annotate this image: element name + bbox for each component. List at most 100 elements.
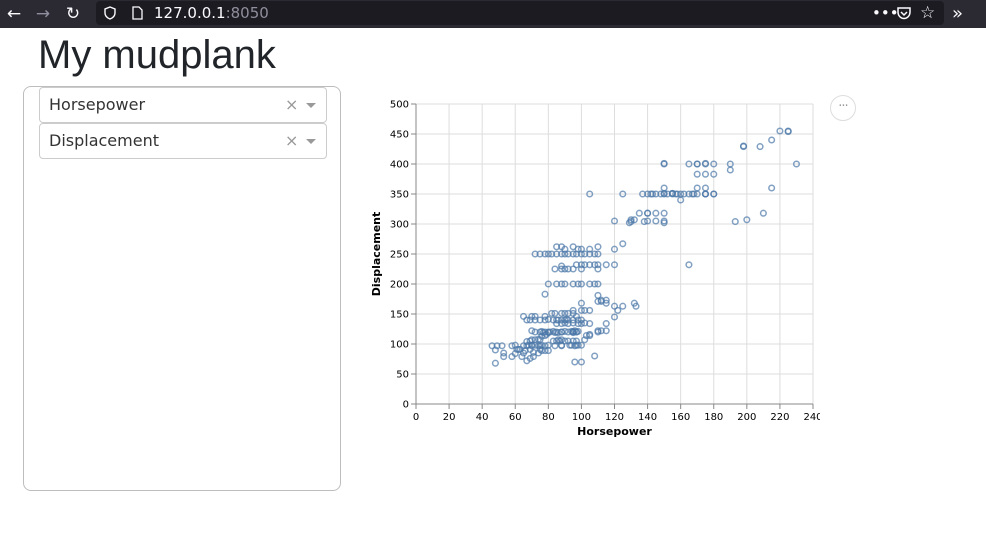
data-point bbox=[582, 332, 590, 340]
data-point bbox=[602, 320, 610, 328]
chart-svg: 0 20 40 60 80 100 120 140 160 180 200 220 240 0 50 100 1… bbox=[370, 100, 823, 439]
data-point bbox=[554, 329, 562, 337]
data-point bbox=[776, 127, 784, 135]
data-point bbox=[591, 352, 599, 360]
url-text[interactable]: 127.0.0.1:8050 bbox=[154, 1, 269, 25]
data-point bbox=[619, 190, 627, 198]
data-point bbox=[756, 143, 764, 151]
url-host: 127.0.0.1 bbox=[154, 4, 226, 22]
shield-icon[interactable] bbox=[104, 1, 116, 25]
data-point bbox=[710, 170, 718, 178]
data-point bbox=[710, 160, 718, 168]
data-point bbox=[558, 336, 566, 344]
data-point bbox=[558, 309, 566, 317]
data-point bbox=[544, 250, 552, 258]
pocket-icon[interactable] bbox=[896, 1, 912, 25]
data-point bbox=[644, 209, 652, 217]
data-point bbox=[572, 328, 581, 336]
data-point bbox=[591, 250, 599, 258]
data-point bbox=[577, 358, 585, 366]
y-tick-label: 300 bbox=[390, 220, 409, 231]
reload-icon[interactable]: ↻ bbox=[65, 4, 81, 24]
data-point bbox=[500, 353, 508, 361]
x-tick-label: 240 bbox=[803, 412, 820, 423]
data-point bbox=[511, 350, 519, 358]
data-point bbox=[544, 347, 552, 355]
data-point bbox=[652, 209, 660, 217]
x-tick-label: 0 bbox=[413, 412, 419, 423]
x-axis-dropdown-toggle[interactable] bbox=[300, 88, 326, 122]
data-point bbox=[594, 280, 602, 288]
data-point bbox=[632, 302, 640, 310]
data-point bbox=[693, 184, 701, 192]
more-dots-icon[interactable]: ••• bbox=[872, 4, 899, 22]
data-point bbox=[524, 341, 533, 349]
data-point bbox=[586, 245, 594, 253]
data-point bbox=[561, 337, 569, 345]
data-point bbox=[648, 190, 657, 198]
x-tick-label: 180 bbox=[704, 412, 723, 423]
data-point bbox=[660, 159, 668, 167]
data-point bbox=[619, 302, 627, 310]
data-point bbox=[544, 328, 552, 336]
data-point bbox=[610, 245, 619, 253]
data-point bbox=[594, 250, 602, 258]
x-tick-label: 220 bbox=[770, 412, 789, 423]
data-point bbox=[577, 250, 585, 258]
data-point bbox=[515, 345, 523, 353]
data-point bbox=[541, 328, 549, 336]
overflow-chevron-icon[interactable]: » bbox=[952, 3, 964, 24]
y-tick-label: 100 bbox=[390, 340, 409, 351]
y-axis-dropdown[interactable]: Displacement × bbox=[39, 123, 327, 159]
data-point bbox=[577, 306, 585, 314]
data-point bbox=[574, 341, 582, 349]
data-point bbox=[558, 250, 566, 258]
data-point bbox=[574, 245, 582, 253]
y-tick-label: 250 bbox=[390, 250, 409, 261]
data-point bbox=[561, 309, 569, 317]
data-point bbox=[660, 189, 668, 197]
data-point bbox=[528, 336, 536, 344]
data-point bbox=[701, 184, 710, 192]
data-point bbox=[577, 245, 585, 253]
data-point bbox=[602, 299, 610, 307]
page-icon bbox=[132, 1, 143, 25]
x-axis-dropdown[interactable]: Horsepower × bbox=[39, 87, 327, 123]
data-point bbox=[569, 265, 577, 273]
data-point bbox=[602, 327, 610, 335]
data-point bbox=[784, 128, 792, 136]
data-point bbox=[594, 265, 602, 273]
chart-actions-menu-button[interactable]: ··· bbox=[830, 95, 856, 121]
x-axis-clear-icon[interactable]: × bbox=[285, 95, 299, 114]
data-point bbox=[635, 209, 643, 217]
y-tick-label: 200 bbox=[390, 280, 409, 291]
data-point bbox=[577, 341, 585, 349]
y-tick-label: 400 bbox=[390, 160, 409, 171]
y-axis-clear-icon[interactable]: × bbox=[285, 131, 299, 150]
forward-arrow-icon[interactable]: → bbox=[35, 4, 51, 24]
data-point bbox=[528, 312, 536, 320]
back-arrow-icon[interactable]: ← bbox=[6, 4, 22, 24]
data-point bbox=[541, 312, 549, 320]
data-point bbox=[518, 353, 526, 361]
x-tick-label: 40 bbox=[476, 412, 489, 423]
data-point bbox=[739, 142, 748, 150]
data-point bbox=[558, 328, 566, 336]
url-bar[interactable]: 127.0.0.1:8050 ••• ☆ bbox=[96, 1, 944, 25]
data-point bbox=[541, 250, 549, 258]
data-point bbox=[610, 313, 619, 321]
scatter-chart: 0 20 40 60 80 100 120 140 160 180 200 220 240 0 50 100 1… bbox=[360, 92, 823, 442]
data-point bbox=[541, 290, 549, 298]
x-tick-label: 100 bbox=[572, 412, 591, 423]
data-point bbox=[577, 261, 585, 269]
data-point bbox=[627, 216, 635, 224]
y-axis-dropdown-toggle[interactable] bbox=[300, 124, 326, 158]
data-point bbox=[644, 217, 652, 225]
data-point bbox=[591, 261, 599, 269]
controls-panel bbox=[23, 86, 341, 491]
data-point bbox=[701, 190, 710, 198]
chevron-down-icon bbox=[306, 139, 316, 144]
data-point bbox=[630, 216, 638, 224]
data-point bbox=[526, 354, 534, 362]
star-icon[interactable]: ☆ bbox=[920, 3, 936, 23]
